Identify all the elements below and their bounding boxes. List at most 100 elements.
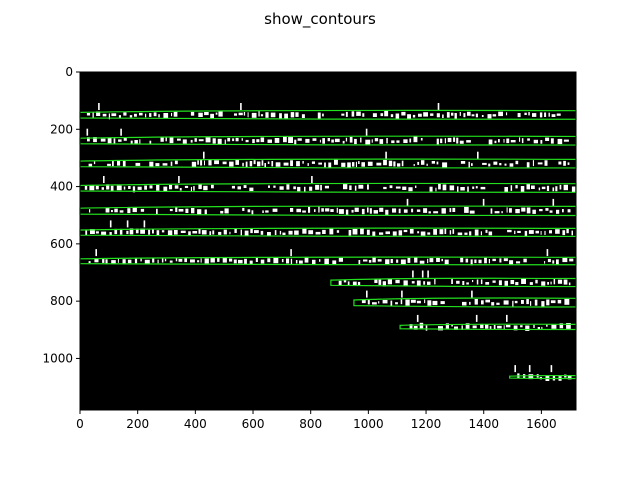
ink-mark	[488, 259, 490, 264]
ink-mark	[204, 160, 205, 166]
ink-mark	[250, 228, 253, 234]
ink-mark	[96, 111, 101, 116]
ink-mark	[525, 325, 530, 331]
ink-mark	[474, 229, 479, 236]
ink-mark	[304, 256, 309, 263]
ink-mark	[385, 259, 390, 264]
ink-mark	[140, 258, 142, 262]
ink-mark	[427, 258, 429, 264]
ink-mark	[218, 231, 222, 235]
ink-mark	[260, 259, 265, 264]
ink-mark	[158, 114, 160, 118]
ink-mark	[372, 113, 377, 117]
ink-mark	[338, 257, 343, 262]
ink-mark	[89, 185, 95, 191]
ink-mark	[566, 323, 571, 329]
ink-mark	[294, 230, 299, 235]
ink-mark	[421, 160, 425, 165]
ink-mark	[528, 112, 530, 116]
ink-mark	[190, 111, 195, 116]
ink-mark	[100, 138, 106, 142]
ink-mark	[428, 211, 431, 214]
ink-mark	[322, 113, 324, 117]
ink-mark	[441, 208, 446, 214]
ink-mark	[179, 188, 182, 191]
ink-mark	[197, 209, 202, 215]
ink-mark	[557, 279, 563, 284]
ink-mark	[436, 161, 439, 165]
ink-mark	[182, 139, 187, 144]
ink-mark	[354, 138, 357, 145]
ink-mark	[112, 160, 114, 167]
ink-mark	[208, 159, 212, 166]
ink-mark	[396, 140, 400, 143]
y-tick-label: 0	[65, 65, 73, 79]
ink-mark	[467, 111, 471, 116]
ink-mark	[366, 229, 370, 235]
ink-mark	[231, 185, 235, 189]
ink-mark	[227, 137, 231, 142]
ink-mark	[118, 139, 122, 142]
ink-mark	[205, 137, 211, 143]
ink-mark	[463, 113, 466, 118]
ink-mark	[461, 325, 463, 330]
ink-mark	[496, 302, 500, 305]
ink-mark	[392, 208, 397, 213]
ink-mark	[562, 230, 566, 236]
ink-mark	[393, 161, 396, 167]
ink-mark	[297, 186, 301, 192]
ink-mark	[544, 160, 548, 166]
ink-mark	[423, 281, 426, 285]
ink-mark	[413, 326, 418, 330]
ink-mark	[539, 112, 543, 118]
ink-mark	[251, 112, 257, 118]
ink-mark	[544, 261, 546, 264]
ink-mark	[294, 139, 297, 145]
ink-ascender	[366, 290, 368, 298]
ink-mark	[429, 258, 434, 263]
ink-mark	[478, 259, 482, 264]
ink-mark	[192, 231, 198, 234]
ink-mark	[444, 228, 447, 234]
ink-mark	[217, 257, 220, 262]
ink-mark	[156, 230, 160, 236]
ink-ascender	[552, 198, 555, 206]
ink-mark	[86, 113, 91, 116]
ink-mark	[265, 210, 269, 213]
ink-mark	[308, 230, 314, 235]
ink-mark	[571, 230, 573, 236]
ink-mark	[397, 163, 401, 167]
ink-mark	[426, 163, 428, 166]
ink-mark	[427, 300, 432, 306]
ink-mark	[419, 260, 425, 264]
ink-mark	[282, 232, 286, 235]
ink-mark	[229, 258, 233, 262]
ink-mark	[129, 115, 133, 118]
ink-mark	[235, 160, 239, 165]
ink-mark	[358, 184, 364, 189]
ink-mark	[155, 163, 160, 167]
ink-mark	[336, 207, 338, 213]
ink-mark	[362, 113, 365, 117]
ink-mark	[562, 209, 564, 213]
ink-mark	[144, 259, 150, 264]
ink-mark	[368, 260, 372, 263]
ink-mark	[471, 163, 473, 166]
ink-mark	[295, 112, 299, 117]
ink-mark	[174, 230, 178, 235]
ink-mark	[538, 187, 541, 191]
ink-mark	[152, 229, 154, 234]
ink-mark	[403, 229, 408, 233]
ink-mark	[101, 231, 107, 235]
ink-mark	[169, 209, 173, 212]
ink-mark	[523, 258, 527, 263]
ink-mark	[149, 185, 153, 189]
ink-mark	[449, 230, 452, 235]
ink-mark	[229, 231, 231, 235]
ink-mark	[235, 137, 239, 142]
ink-mark	[501, 211, 503, 214]
ink-mark	[140, 208, 145, 212]
ink-mark	[273, 257, 279, 264]
ink-mark	[102, 258, 105, 263]
ink-ascender	[385, 151, 387, 159]
